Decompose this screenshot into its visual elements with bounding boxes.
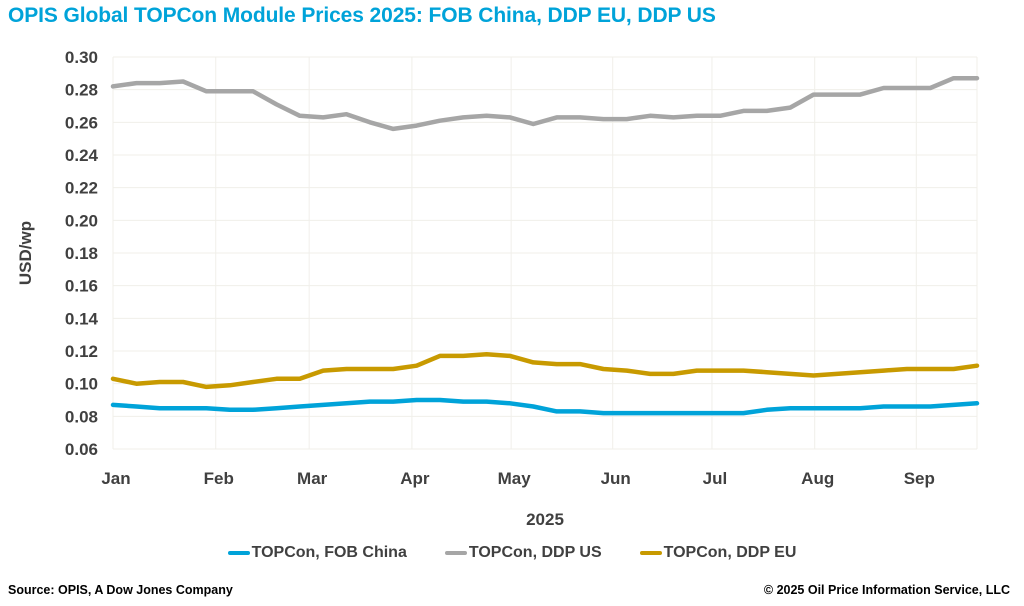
legend-item-ddp-eu[interactable]: TOPCon, DDP EU [639,544,797,562]
x-tick-label: Feb [204,469,234,488]
x-tick-label: Jul [703,469,728,488]
y-tick-label: 0.22 [65,179,98,198]
y-tick-label: 0.20 [65,211,98,230]
x-axis-title: 2025 [526,510,564,529]
legend-item-fob-china[interactable]: TOPCon, FOB China [227,544,407,562]
legend-label-fob-china: TOPCon, FOB China [251,544,407,561]
y-tick-label: 0.26 [65,113,98,132]
chart-title: OPIS Global TOPCon Module Prices 2025: F… [8,4,716,27]
y-tick-label: 0.08 [65,407,98,426]
legend-label-ddp-us: TOPCon, DDP US [468,544,602,561]
y-tick-label: 0.30 [65,48,98,67]
y-tick-label: 0.12 [65,342,98,361]
legend-swatch-fob-china [227,551,250,555]
legend: TOPCon, FOB China TOPCon, DDP US TOPCon,… [0,544,1024,562]
x-tick-label: Mar [297,469,328,488]
x-axis-ticks: Jan Feb Mar Apr May Jun Jul Aug Sep [101,469,935,488]
y-axis-ticks: 0.30 0.28 0.26 0.24 0.22 0.20 0.18 0.16 0.14 0.12… [65,48,99,459]
x-tick-label: May [498,469,532,488]
legend-swatch-ddp-us [444,551,467,555]
y-tick-label: 0.10 [65,375,98,394]
legend-label-ddp-eu: TOPCon, DDP EU [663,544,797,561]
series-line-ddp-eu [110,352,980,390]
y-tick-label: 0.18 [65,244,98,263]
gridlines [112,56,978,450]
x-tick-label: Sep [904,469,935,488]
y-tick-label: 0.14 [65,309,99,328]
x-tick-label: Aug [801,469,834,488]
legend-swatch-ddp-eu [639,551,662,555]
series-lines [110,75,980,416]
y-tick-label: 0.16 [65,277,98,296]
x-tick-label: Jan [101,469,130,488]
y-tick-label: 0.06 [65,440,98,459]
y-tick-label: 0.28 [65,81,98,100]
x-tick-label: Apr [400,469,430,488]
x-tick-label: Jun [601,469,631,488]
series-line-ddp-us [110,75,980,132]
y-axis-title: USD/wp [16,221,35,285]
series-line-fob-china [110,397,980,416]
y-tick-label: 0.24 [65,146,99,165]
legend-item-ddp-us[interactable]: TOPCon, DDP US [444,544,602,562]
copyright-note: © 2025 Oil Price Information Service, LL… [763,583,1010,597]
source-note: Source: OPIS, A Dow Jones Company [8,583,233,597]
